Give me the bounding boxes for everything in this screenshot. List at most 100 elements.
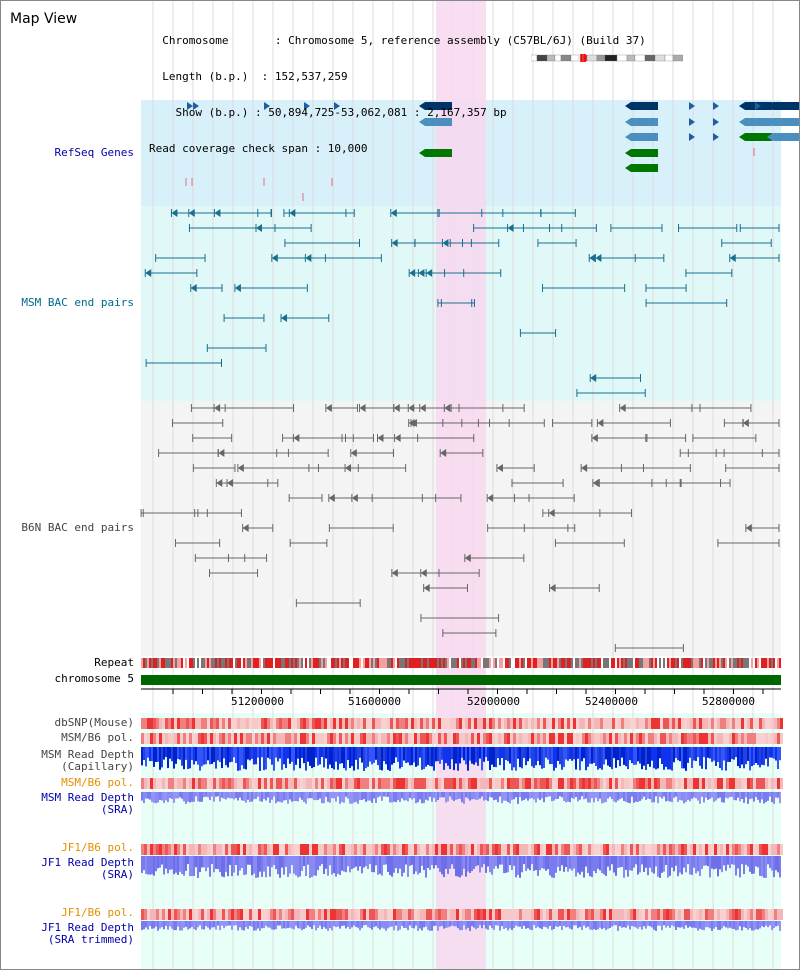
heat-cell xyxy=(705,844,708,855)
bac-pair-arrow xyxy=(345,464,352,472)
depth-bar xyxy=(743,747,745,769)
depth-bar xyxy=(737,792,739,798)
heat-cell xyxy=(291,718,294,729)
track-label-refseq[interactable]: RefSeq Genes xyxy=(54,146,134,159)
bac-pair-arrow xyxy=(590,374,597,382)
repeat-segment xyxy=(453,658,455,668)
heat-cell xyxy=(306,778,309,789)
depth-bar xyxy=(347,747,349,760)
heat-cell xyxy=(315,733,318,744)
depth-bar xyxy=(579,792,581,800)
heat-cell xyxy=(435,844,438,855)
repeat-segment xyxy=(353,658,355,668)
depth-bar xyxy=(171,856,173,870)
heat-cell xyxy=(750,718,753,729)
heat-cell xyxy=(513,909,516,920)
heat-cell xyxy=(531,718,534,729)
track-label-msm-bac[interactable]: MSM BAC end pairs xyxy=(21,296,134,309)
depth-bar xyxy=(543,921,545,927)
heat-cell xyxy=(621,718,624,729)
repeat-segment xyxy=(601,658,603,668)
depth-bar xyxy=(175,856,177,873)
repeat-segment xyxy=(717,658,719,668)
repeat-segment xyxy=(345,658,347,668)
depth-bar xyxy=(313,747,315,768)
depth-bar xyxy=(365,856,367,867)
heat-cell xyxy=(498,909,501,920)
repeat-segment xyxy=(633,658,635,668)
depth-bar xyxy=(307,747,309,762)
depth-bar xyxy=(681,792,683,801)
depth-bar xyxy=(685,921,687,926)
heat-cell xyxy=(540,844,543,855)
depth-bar xyxy=(439,747,441,764)
depth-bar xyxy=(477,921,479,928)
bac-pair-arrow xyxy=(619,404,626,412)
depth-bar xyxy=(169,792,171,799)
heat-cell xyxy=(303,909,306,920)
heat-cell xyxy=(609,718,612,729)
depth-bar xyxy=(207,921,209,928)
heat-cell xyxy=(501,909,504,920)
heat-cell xyxy=(555,844,558,855)
heat-cell xyxy=(189,733,192,744)
depth-bar xyxy=(437,747,439,762)
ideogram-position-marker[interactable] xyxy=(580,54,586,62)
depth-bar xyxy=(515,921,517,926)
depth-bar xyxy=(489,856,491,873)
depth-bar xyxy=(229,747,231,763)
heat-cell xyxy=(651,909,654,920)
depth-bar xyxy=(297,856,299,878)
depth-bar xyxy=(545,921,547,928)
heat-cell xyxy=(540,778,543,789)
depth-bar xyxy=(311,747,313,769)
heat-cell xyxy=(642,778,645,789)
heat-cell xyxy=(696,718,699,729)
repeat-segment xyxy=(723,658,725,668)
depth-bar xyxy=(497,856,499,869)
heat-cell xyxy=(396,844,399,855)
depth-bar xyxy=(427,856,429,868)
heat-cell xyxy=(663,844,666,855)
heat-cell xyxy=(303,844,306,855)
heat-cell xyxy=(180,733,183,744)
depth-bar xyxy=(307,792,309,799)
bac-pair-arrow xyxy=(359,404,366,412)
depth-bar xyxy=(167,856,169,874)
depth-bar xyxy=(389,747,391,771)
heat-cell xyxy=(258,733,261,744)
chromosome-ideogram[interactable] xyxy=(531,54,683,62)
depth-bar xyxy=(461,747,463,758)
repeat-segment xyxy=(653,658,655,668)
track-label-jf1-b6-pol-2: JF1/B6 pol. xyxy=(61,906,134,919)
repeat-segment xyxy=(537,658,539,668)
depth-bar xyxy=(511,747,513,771)
heat-cell xyxy=(669,909,672,920)
depth-bar xyxy=(499,856,501,865)
depth-bar xyxy=(331,856,333,875)
heat-cell xyxy=(219,844,222,855)
heat-cell xyxy=(720,909,723,920)
heat-cell xyxy=(729,733,732,744)
repeat-segment xyxy=(581,658,583,668)
repeat-segment xyxy=(467,658,469,668)
heat-cell xyxy=(471,844,474,855)
heat-cell xyxy=(732,733,735,744)
depth-bar xyxy=(549,747,551,765)
depth-bar xyxy=(649,921,651,927)
heat-cell xyxy=(276,718,279,729)
depth-bar xyxy=(485,856,487,873)
bac-pair-arrow xyxy=(145,269,152,277)
heat-cell xyxy=(399,718,402,729)
heat-cell xyxy=(480,909,483,920)
depth-bar xyxy=(509,921,511,929)
depth-bar xyxy=(683,921,685,929)
track-label-b6n-bac[interactable]: B6N BAC end pairs xyxy=(21,521,134,534)
heat-cell xyxy=(294,778,297,789)
depth-bar xyxy=(625,747,627,767)
heat-cell xyxy=(420,718,423,729)
depth-bar xyxy=(607,747,609,766)
depth-bar xyxy=(773,921,775,929)
repeat-segment xyxy=(547,658,549,668)
